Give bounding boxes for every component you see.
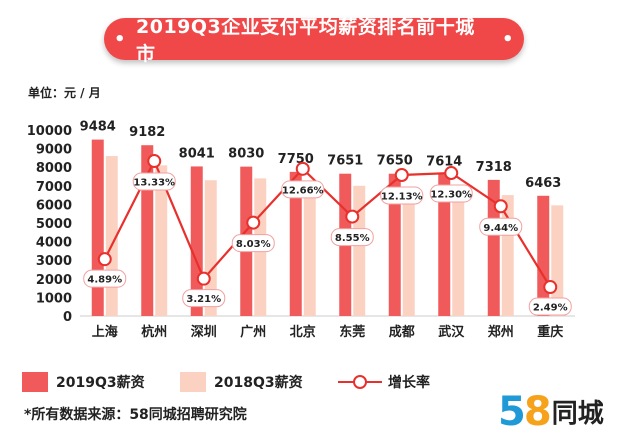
y-tick-label: 0	[63, 310, 72, 325]
legend-item-2018: 2018Q3薪资	[180, 370, 303, 394]
rate-label-bg	[182, 289, 226, 308]
bar-value-label: 6463	[525, 176, 561, 191]
unit-label: 单位：元 / 月	[28, 86, 101, 100]
rate-label: 8.55%	[335, 233, 370, 244]
chart-title-text: 2019Q3企业支付平均薪资排名前十城市	[136, 16, 475, 65]
rate-point	[196, 271, 211, 286]
x-category-label: 北京	[290, 324, 316, 340]
58-tongcheng-logo: 58 同城	[498, 392, 604, 432]
x-category-label: 重庆	[537, 324, 563, 340]
rate-label-bg	[380, 186, 424, 205]
x-category-label: 东莞	[339, 324, 365, 340]
bar-value-label: 9182	[129, 125, 165, 140]
bar-2019	[388, 173, 401, 316]
bar-value-label: 7650	[377, 154, 413, 169]
y-tick-label: 7000	[36, 180, 72, 195]
bar-value-label: 7750	[278, 152, 314, 167]
rate-point	[444, 166, 459, 181]
bar-value-label: 7651	[327, 154, 363, 169]
legend-swatch-2019	[22, 372, 48, 392]
logo-number: 58	[498, 389, 552, 435]
x-category-label: 深圳	[191, 324, 217, 340]
bar-2019	[487, 179, 500, 316]
logo-name: 同城	[551, 399, 604, 429]
rate-label-bg	[231, 234, 275, 253]
rate-point	[295, 161, 310, 176]
rate-label: 3.21%	[186, 294, 221, 305]
x-category-label: 郑州	[488, 324, 514, 340]
x-category-label: 杭州	[141, 324, 167, 340]
y-tick-label: 6000	[36, 198, 72, 213]
rate-label-bg	[330, 228, 374, 247]
bar-value-label: 7318	[476, 160, 512, 175]
chart-title: • 2019Q3企业支付平均薪资排名前十城市 •	[104, 16, 524, 65]
x-category-label: 成都	[389, 324, 415, 340]
title-dot-left: •	[114, 28, 127, 50]
bar-2018	[353, 185, 366, 316]
data-source-note: *所有数据来源：58同城招聘研究院	[24, 407, 247, 423]
y-tick-label: 4000	[36, 236, 72, 251]
rate-label-bg	[132, 172, 176, 191]
growth-rate-line	[103, 158, 552, 288]
rate-label: 9.44%	[483, 223, 518, 234]
rate-label: 4.89%	[87, 275, 122, 286]
rate-label-bg	[528, 297, 572, 316]
rate-label-bg	[281, 180, 325, 199]
rate-point	[345, 209, 360, 224]
legend-item-2019: 2019Q3薪资	[22, 370, 145, 394]
rate-label: 12.30%	[430, 190, 472, 201]
legend-label-rate: 增长率	[388, 375, 430, 391]
legend-item-rate: 增长率	[338, 370, 430, 394]
rate-label-bg	[83, 269, 127, 288]
rate-point	[246, 215, 261, 230]
bar-value-label: 8030	[228, 147, 264, 162]
bar-2018	[402, 189, 415, 316]
bar-2018	[155, 165, 168, 316]
x-category-label: 武汉	[438, 324, 465, 340]
x-category-label: 广州	[240, 324, 266, 340]
rate-label-bg	[429, 184, 473, 203]
rate-label: 8.03%	[236, 239, 271, 250]
bar-2018	[501, 195, 514, 316]
rate-label-bg	[479, 217, 523, 236]
legend-swatch-2018	[180, 372, 206, 392]
rate-label: 12.13%	[381, 191, 423, 202]
rate-point	[394, 167, 409, 182]
y-tick-label: 5000	[36, 217, 72, 232]
y-tick-label: 10000	[27, 124, 72, 139]
bar-value-label: 8041	[179, 146, 215, 161]
bar-2018	[452, 189, 465, 316]
rate-point	[147, 154, 162, 169]
rate-point	[543, 280, 558, 295]
legend-line-icon	[338, 375, 382, 389]
title-dot-right: •	[501, 28, 514, 50]
x-category-label: 上海	[92, 324, 118, 340]
y-tick-label: 1000	[36, 291, 72, 306]
bar-value-label: 7614	[426, 154, 462, 169]
legend-label-2019: 2019Q3薪资	[56, 375, 145, 391]
rate-label: 13.33%	[133, 178, 175, 189]
bar-2018	[303, 187, 316, 316]
rate-point	[493, 199, 508, 214]
y-tick-label: 8000	[36, 161, 72, 176]
bar-2019	[289, 171, 302, 316]
bar-2019	[141, 145, 154, 316]
bar-value-label: 9484	[80, 120, 116, 135]
rate-label: 2.49%	[533, 303, 568, 314]
bar-2019	[438, 174, 451, 316]
legend-label-2018: 2018Q3薪资	[214, 375, 303, 391]
y-tick-label: 9000	[36, 143, 72, 158]
bar-2019	[91, 139, 104, 316]
y-tick-label: 2000	[36, 273, 72, 288]
rate-label: 12.66%	[282, 185, 324, 196]
y-tick-label: 3000	[36, 254, 72, 269]
rate-point	[97, 252, 112, 267]
